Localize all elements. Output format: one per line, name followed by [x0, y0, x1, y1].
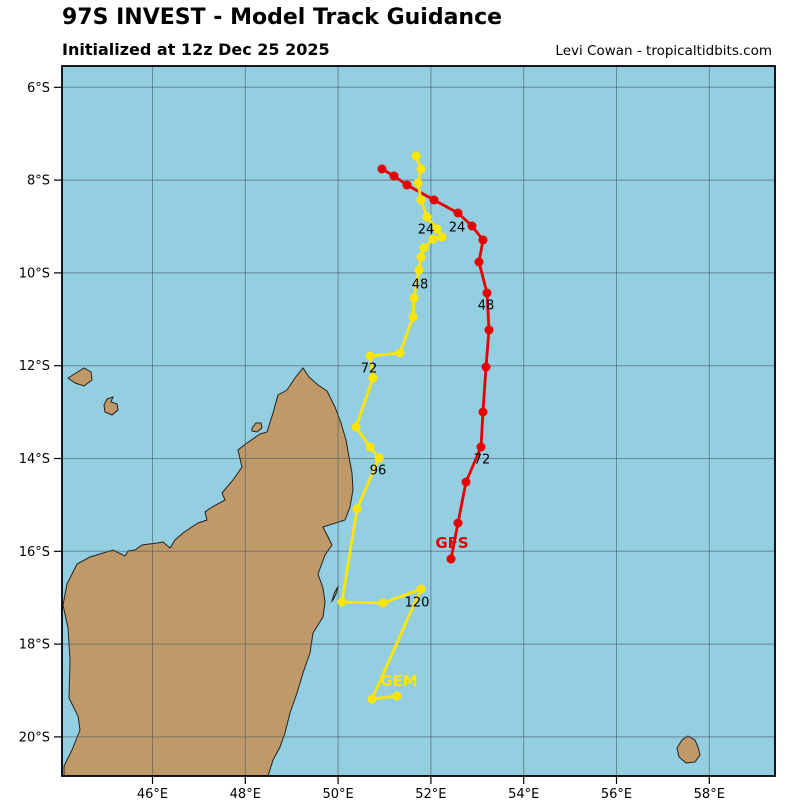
island	[330, 585, 340, 603]
track-point-gfs	[484, 325, 494, 335]
track-point-gfs	[377, 164, 387, 174]
track-point-gfs	[429, 195, 439, 205]
credit-label: Levi Cowan - tropicaltidbits.com	[555, 43, 772, 59]
x-axis-label: 54°E	[508, 787, 539, 800]
y-axis-label: 20°S	[19, 730, 50, 745]
track-point-gem	[422, 212, 432, 222]
x-axis-label: 56°E	[601, 787, 632, 800]
island	[251, 422, 263, 433]
x-axis-label: 50°E	[322, 787, 353, 800]
track-point-gfs	[453, 208, 463, 218]
track-point-gem	[365, 442, 375, 452]
y-axis-label: 6°S	[27, 81, 50, 96]
track-point-gem	[368, 373, 378, 383]
x-axis-label: 46°E	[137, 787, 168, 800]
track-point-gem	[395, 348, 405, 358]
track-point-gfs	[446, 554, 456, 564]
track-point-gem	[416, 195, 426, 205]
track-point-gem	[352, 504, 362, 514]
x-axis-label: 52°E	[415, 787, 446, 800]
island	[103, 396, 119, 416]
forecast-hour-label: 48	[478, 299, 495, 314]
island	[67, 367, 93, 387]
init-time-label: Initialized at 12z Dec 25 2025	[62, 40, 330, 59]
island	[676, 735, 701, 764]
track-point-gem	[416, 584, 426, 594]
track-point-gem	[378, 598, 388, 608]
track-point-gfs	[482, 288, 492, 298]
forecast-hour-label: 24	[449, 221, 466, 236]
model-name-label-gfs: GFS	[435, 534, 468, 552]
track-point-gem	[367, 694, 377, 704]
track-point-gem	[374, 453, 384, 463]
y-axis-label: 8°S	[27, 174, 50, 189]
y-axis-label: 18°S	[19, 638, 50, 653]
track-point-gem	[351, 422, 361, 432]
track-point-gem	[437, 232, 447, 242]
forecast-hour-label: 72	[474, 453, 491, 468]
forecast-hour-label: 48	[412, 278, 429, 293]
track-point-gem	[408, 312, 418, 322]
track-point-gfs	[467, 221, 477, 231]
model-name-label-gem: GEM	[380, 672, 418, 690]
track-point-gem	[414, 265, 424, 275]
track-point-gem	[428, 234, 438, 244]
landmass-madagascar	[62, 367, 354, 777]
forecast-hour-label: 24	[418, 223, 435, 238]
track-point-gfs	[478, 235, 488, 245]
y-axis-label: 10°S	[19, 266, 50, 281]
forecast-hour-label: 120	[405, 596, 430, 611]
y-axis-label: 14°S	[19, 452, 50, 467]
track-point-gem	[432, 224, 442, 234]
track-point-gfs	[461, 477, 471, 487]
track-point-gem	[416, 164, 426, 174]
track-point-gfs	[481, 362, 491, 372]
track-point-gfs	[474, 257, 484, 267]
track-point-gem	[337, 597, 347, 607]
track-point-gem	[411, 151, 421, 161]
track-point-gfs	[478, 407, 488, 417]
track-point-gem	[416, 252, 426, 262]
track-point-gem	[413, 178, 423, 188]
y-axis-label: 16°S	[19, 545, 50, 560]
page-title: 97S INVEST - Model Track Guidance	[62, 5, 503, 30]
track-point-gfs	[453, 518, 463, 528]
track-point-gem	[365, 351, 375, 361]
track-point-gem	[409, 293, 419, 303]
x-axis-label: 58°E	[694, 787, 725, 800]
track-point-gem	[419, 243, 429, 253]
track-point-gfs	[402, 180, 412, 190]
track-point-gfs	[476, 442, 486, 452]
forecast-hour-label: 72	[361, 362, 378, 377]
forecast-hour-label: 96	[370, 464, 387, 479]
x-axis-label: 48°E	[230, 787, 261, 800]
track-point-gfs	[389, 171, 399, 181]
map-border	[61, 65, 776, 777]
track-point-gem	[392, 691, 402, 701]
y-axis-label: 12°S	[19, 359, 50, 374]
